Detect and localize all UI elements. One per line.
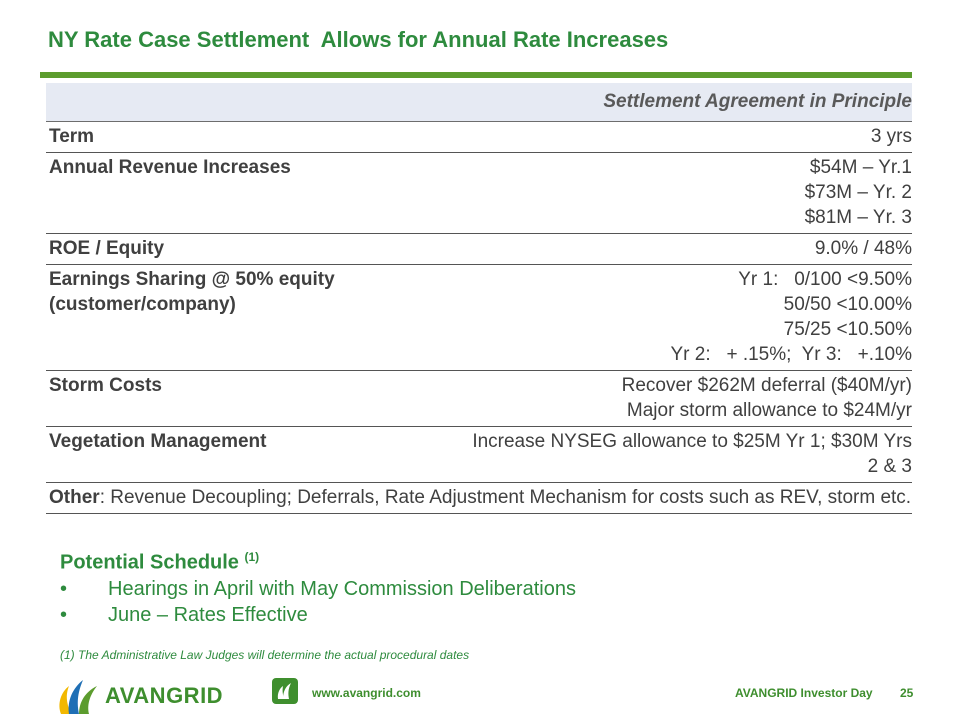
footer: AVANGRID www.avangrid.com AVANGRID Inves… bbox=[0, 672, 960, 720]
bullet-text: Hearings in April with May Commission De… bbox=[108, 577, 576, 600]
table-row: Annual Revenue Increases $54M – Yr.1 $73M … bbox=[46, 153, 912, 234]
row-value: $54M – Yr.1 bbox=[809, 157, 912, 178]
schedule-heading: Potential Schedule (1) bbox=[60, 544, 576, 576]
footer-url[interactable]: www.avangrid.com bbox=[312, 686, 421, 700]
table-row: Term 3 yrs bbox=[46, 122, 912, 153]
row-value: Recover $262M deferral ($40M/yr) bbox=[621, 375, 912, 396]
table-header: Settlement Agreement in Principle bbox=[46, 83, 912, 122]
row-value: 75/25 <10.50% bbox=[783, 319, 912, 340]
settlement-table: Settlement Agreement in Principle Term 3 … bbox=[46, 83, 912, 514]
row-value: $81M – Yr. 3 bbox=[804, 207, 912, 228]
row-label: Storm Costs bbox=[49, 375, 162, 396]
row-value: 2 & 3 bbox=[867, 456, 912, 477]
schedule-bullet: • June – Rates Effective bbox=[60, 602, 576, 628]
row-label: Earnings Sharing @ 50% equity (customer/… bbox=[49, 269, 335, 315]
row-label: Vegetation Management bbox=[49, 431, 267, 452]
slide-title: NY Rate Case Settlement Allows for Annua… bbox=[48, 27, 669, 52]
schedule-footnote-ref: (1) bbox=[244, 550, 260, 564]
schedule-heading-text: Potential Schedule bbox=[60, 551, 245, 574]
table-row: Storm Costs Recover $262M deferral ($40M/… bbox=[46, 371, 912, 427]
table-row-other: Other: Revenue Decoupling; Deferrals, Ra… bbox=[46, 483, 912, 514]
row-value: 3 yrs bbox=[870, 126, 912, 147]
row-label: ROE / Equity bbox=[49, 238, 165, 259]
footnote: (1) The Administrative Law Judges will d… bbox=[60, 648, 470, 662]
row-values: 9.0% / 48% bbox=[815, 236, 912, 261]
logo-flame-icon bbox=[59, 680, 97, 714]
other-label: Other bbox=[49, 487, 100, 508]
row-label: Term bbox=[49, 126, 95, 147]
table-row: Earnings Sharing @ 50% equity (customer/… bbox=[46, 265, 912, 371]
table-body: Term 3 yrs Annual Revenue Increases $54M – … bbox=[46, 122, 912, 483]
title-divider bbox=[40, 72, 912, 78]
table-row: Vegetation Management Increase NYSEG allo… bbox=[46, 427, 912, 483]
row-value: Major storm allowance to $24M/yr bbox=[626, 400, 912, 421]
bullet-marker: • bbox=[60, 603, 68, 626]
row-label: Annual Revenue Increases bbox=[49, 157, 291, 178]
row-value: Yr 1: 0/100 <9.50% bbox=[738, 269, 912, 290]
row-values: Recover $262M deferral ($40M/yr) Major st… bbox=[622, 373, 912, 423]
row-value: 50/50 <10.00% bbox=[783, 294, 912, 315]
avangrid-logo: AVANGRID bbox=[55, 676, 223, 716]
footer-event-name: AVANGRID Investor Day bbox=[735, 686, 873, 700]
potential-schedule: Potential Schedule (1) • Hearings in Apri… bbox=[60, 544, 576, 628]
row-value: $73M – Yr. 2 bbox=[804, 182, 912, 203]
brand-badge-icon bbox=[272, 678, 298, 704]
row-value: Yr 2: + .15%; Yr 3: +.10% bbox=[670, 344, 913, 365]
row-value: 9.0% / 48% bbox=[814, 238, 912, 259]
logo-text: AVANGRID bbox=[105, 683, 224, 708]
bullet-text: June – Rates Effective bbox=[108, 603, 308, 626]
bullet-marker: • bbox=[60, 577, 68, 600]
schedule-bullet: • Hearings in April with May Commission D… bbox=[60, 576, 576, 602]
page-number: 25 bbox=[900, 686, 914, 700]
other-text: : Revenue Decoupling; Deferrals, Rate Ad… bbox=[99, 487, 912, 508]
row-values: 3 yrs bbox=[871, 124, 912, 149]
row-value: Increase NYSEG allowance to $25M Yr 1; $… bbox=[472, 431, 912, 452]
row-values: Yr 1: 0/100 <9.50% 50/50 <10.00% 75/25 <10… bbox=[671, 267, 913, 367]
row-values: Increase NYSEG allowance to $25M Yr 1; $… bbox=[472, 429, 912, 479]
row-values: $54M – Yr.1 $73M – Yr. 2 $81M – Yr. 3 bbox=[805, 155, 912, 230]
table-row: ROE / Equity 9.0% / 48% bbox=[46, 234, 912, 265]
